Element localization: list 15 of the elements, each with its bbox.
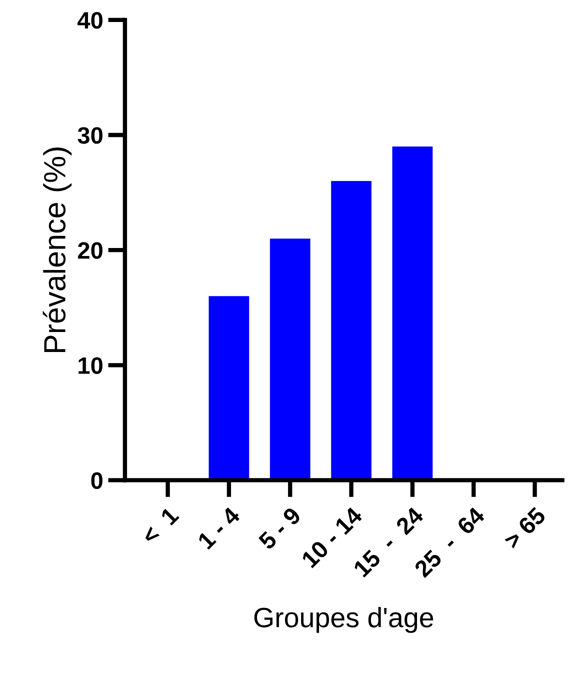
bar	[208, 296, 250, 480]
bar	[331, 181, 372, 480]
x-tick-label: 1 - 4	[197, 506, 241, 550]
x-tick-label: > 65	[502, 506, 547, 550]
x-tick-label: < 1	[140, 506, 180, 545]
y-tick-label: 30	[78, 127, 102, 144]
x-tick-label: 5 - 9	[258, 506, 302, 550]
bar	[270, 238, 310, 480]
y-tick-label: 10	[78, 357, 102, 374]
x-axis-title: Groupes d'age	[254, 607, 434, 633]
bar	[392, 146, 433, 480]
y-tick-label: 0	[91, 472, 102, 490]
y-axis-title: Prévalence (%)	[42, 148, 72, 352]
y-tick-label: 20	[78, 242, 102, 259]
y-tick-label: 40	[78, 12, 102, 29]
